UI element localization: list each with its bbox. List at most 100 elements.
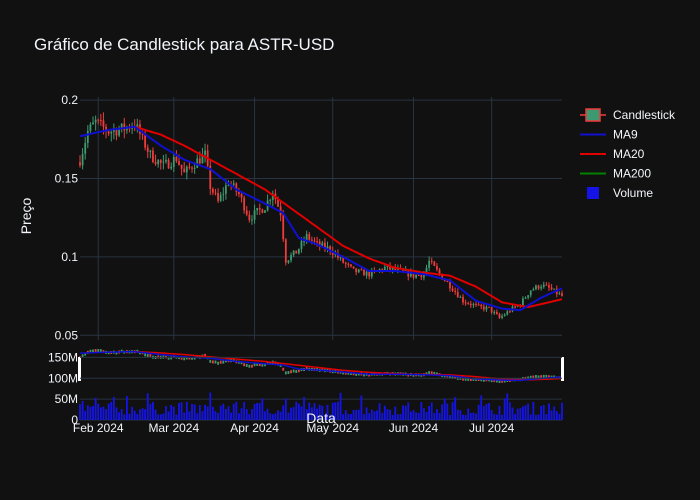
volume-bar [339,392,342,420]
legend-item[interactable]: Candlestick [580,108,676,122]
volume-bar [344,410,347,420]
candle-body [482,306,485,310]
candle-body [115,129,118,136]
volume-bar [97,403,100,420]
volume-bar [503,398,506,420]
candle-body [498,314,501,318]
mini-candle [537,375,540,379]
volume-bar [493,413,496,420]
mini-candle [196,355,199,359]
candle-body [321,242,324,246]
candle-body [81,153,84,166]
volume-bar [482,406,485,420]
volume-bar [107,403,110,420]
candle-body [144,133,147,148]
volume-bar [157,414,160,420]
mini-candle [464,377,467,381]
candle-body [256,208,259,211]
volume-bar [162,413,165,420]
ma20-line [134,125,563,309]
mini-candle [214,360,217,364]
candle-body [428,260,431,268]
candle-body [287,260,290,263]
mini-candle [540,375,543,379]
candle-body [357,269,360,273]
candle-body [527,295,530,298]
volume-bar [139,409,141,420]
candle-body [118,129,120,136]
mini-candle [81,354,84,358]
volume-bar [141,408,144,420]
candle-body [383,267,386,271]
candle-body [204,150,206,155]
volume-bar [360,395,363,420]
volume-bar [347,413,350,420]
volume-tick-label: 50M [55,392,78,406]
volume-bar [172,406,175,420]
volume-bar [274,413,277,420]
volume-bar [261,398,264,420]
candle-body [503,314,506,316]
mini-candle [157,355,160,359]
volume-bar [284,398,287,420]
volume-bar [451,402,454,420]
candle-body [146,147,149,152]
mini-candle [144,353,147,357]
candle-body [157,160,160,165]
candle-body [141,133,144,135]
legend-item[interactable]: MA9 [580,128,638,142]
legend-item[interactable]: MA200 [580,167,651,181]
candle-body [370,270,373,277]
mini-candle [115,351,118,355]
candle-body [561,293,563,296]
legend-item[interactable]: MA20 [580,147,645,161]
legend-item[interactable]: Volume [587,186,653,200]
candle-body [337,253,339,258]
candle-body [232,183,235,185]
volume-tick-label: 100M [48,371,78,385]
volume-bar [462,414,464,420]
volume-bar [334,402,337,420]
volume-bar [433,413,436,420]
volume-bar [550,410,553,420]
candle-body [467,303,470,305]
candle-body [271,193,274,200]
y-axis-title: Preço [18,198,34,235]
mini-candle [251,364,253,368]
volume-bar [383,405,386,420]
candle-body [344,262,347,264]
candle-body [472,304,475,306]
volume-bar [548,403,550,420]
legend[interactable]: Candlestick MA9 MA20 MA200 Volume [580,108,676,200]
volume-bar [175,414,178,420]
volume-bar [146,393,149,420]
range-handle-right[interactable] [561,357,564,381]
candle-body [243,197,246,211]
axes: 0.05 0.1 0.15 0.2 Feb 2024 Mar 2024 Apr 2024 Ma… [55,93,515,435]
candle-body [292,250,295,256]
candle-body [295,250,298,254]
candle-body [488,306,490,308]
volume-bar [438,413,441,420]
volume-bar [368,413,371,420]
candle-body [94,119,97,123]
candle-body [79,162,81,166]
candle-body [423,274,425,278]
candle-body [258,208,261,210]
mini-candle [498,380,501,384]
candle-body [532,289,535,291]
mini-candle [211,360,214,364]
candle-body [310,239,313,241]
volume-bar [524,405,527,420]
candle-body [313,240,316,242]
candle-body [107,131,110,134]
volume-bar [214,411,217,420]
candle-body [540,286,543,289]
candle-body [430,260,433,262]
mini-candle [433,371,436,375]
range-handle-left[interactable] [78,357,81,381]
candle-body [537,285,540,289]
candle-body [222,193,225,195]
mini-candle [454,375,457,379]
volume-bar [318,404,321,420]
